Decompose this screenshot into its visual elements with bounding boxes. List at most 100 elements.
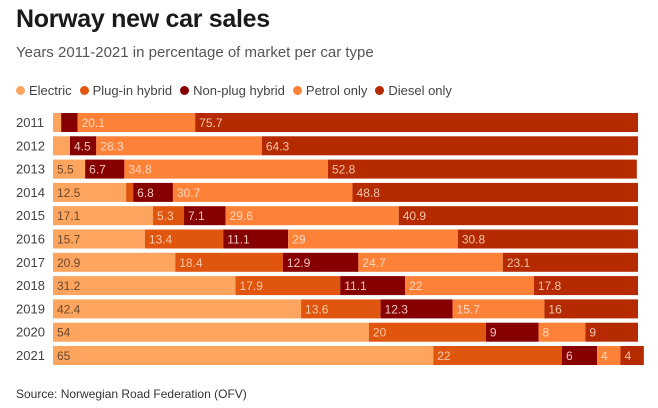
data-label: 15.7 — [457, 302, 481, 316]
year-label: 2017 — [16, 255, 45, 270]
bar-segment — [85, 159, 125, 179]
chart-source: Source: Norwegian Road Federation (OFV) — [16, 387, 247, 401]
bar-segment — [301, 299, 381, 319]
legend-dot-icon — [16, 86, 25, 95]
data-label: 64.3 — [266, 139, 290, 153]
data-label: 20.1 — [82, 116, 106, 130]
data-label: 6 — [566, 349, 573, 363]
bar-segment — [533, 276, 638, 296]
data-label: 52.8 — [332, 163, 356, 177]
bar-segment — [195, 113, 638, 132]
year-label: 2019 — [16, 301, 45, 316]
bar-segment — [53, 159, 86, 179]
data-label: 24.7 — [362, 256, 386, 270]
data-label: 40.9 — [403, 209, 427, 223]
legend-label: Diesel only — [388, 83, 452, 98]
bar-segment — [184, 206, 226, 226]
data-label: 31.2 — [57, 279, 81, 293]
data-label: 42.4 — [57, 302, 81, 316]
year-label: 2014 — [16, 185, 45, 200]
bar-segment — [352, 182, 638, 202]
bar-segment — [405, 276, 534, 296]
bar-segment — [538, 322, 586, 342]
data-label: 5.5 — [57, 163, 74, 177]
data-label: 7.1 — [188, 209, 205, 223]
data-label: 6.8 — [137, 186, 154, 200]
legend-label: Plug-in hybrid — [92, 83, 173, 98]
data-label: 30.7 — [177, 186, 201, 200]
bar-segment — [124, 159, 328, 179]
bar-segment — [288, 229, 458, 249]
data-label: 12.3 — [385, 302, 409, 316]
bar-segment — [53, 346, 434, 365]
data-label: 23.1 — [507, 256, 531, 270]
data-label: 54 — [57, 326, 71, 340]
data-label: 13.6 — [305, 302, 329, 316]
bar-segment — [327, 159, 637, 179]
data-label: 15.7 — [57, 233, 81, 247]
bar-segment — [597, 346, 621, 365]
legend-dot-icon — [180, 86, 190, 95]
bar-segment — [175, 252, 283, 272]
data-label: 34.8 — [128, 163, 152, 177]
data-label: 29.6 — [230, 209, 254, 223]
data-label: 17.9 — [240, 279, 264, 293]
data-label: 4 — [601, 349, 608, 363]
legend-item: Diesel only — [375, 83, 452, 98]
bar-segment — [133, 182, 173, 202]
bar-segment — [225, 206, 399, 226]
bar-segment — [561, 346, 598, 365]
legend-dot-icon — [292, 86, 302, 95]
year-label: 2016 — [16, 232, 45, 247]
bar-segment — [61, 113, 78, 132]
bar-segment — [144, 229, 224, 249]
bar-segment — [502, 252, 638, 272]
year-label: 2011 — [16, 115, 44, 130]
legend-label: Petrol only — [305, 83, 368, 98]
year-label: 2012 — [16, 138, 45, 153]
legend-dot-icon — [375, 86, 385, 95]
year-label: 2015 — [16, 208, 45, 223]
bar-segment — [433, 346, 562, 365]
bar-segment — [153, 206, 185, 226]
bar-segment — [368, 322, 486, 342]
data-label: 48.8 — [357, 186, 381, 200]
data-label: 16 — [548, 302, 562, 316]
bar-segment — [544, 299, 638, 319]
year-label: 2018 — [16, 278, 45, 293]
data-label: 20 — [373, 326, 387, 340]
data-label: 13.4 — [149, 233, 173, 247]
bar-segment — [235, 276, 341, 296]
bar-segment — [398, 206, 638, 226]
data-label: 5.3 — [157, 209, 174, 223]
legend: Electric Plug-in hybrid Non-plug hybrid Pet… — [16, 83, 452, 98]
data-label: 18.4 — [179, 256, 203, 270]
year-label: 2013 — [16, 162, 45, 177]
data-label: 65 — [57, 349, 71, 363]
data-label: 17.8 — [538, 279, 562, 293]
bar-segment — [340, 276, 406, 296]
bar-segment — [282, 252, 359, 272]
data-label: 29 — [292, 233, 306, 247]
data-label: 22 — [437, 349, 451, 363]
bar-segment — [53, 229, 145, 249]
data-label: 12.5 — [57, 186, 81, 200]
data-label: 75.7 — [199, 116, 223, 130]
bar-segment — [53, 299, 302, 319]
data-label: 4.5 — [74, 139, 91, 153]
bar-segment — [96, 136, 262, 156]
bar-segment — [620, 346, 644, 365]
bar-segment — [457, 229, 638, 249]
bar-segment — [485, 322, 539, 342]
bar-segment — [69, 136, 97, 156]
data-label: 4 — [624, 349, 631, 363]
bar-segment — [53, 252, 176, 272]
legend-dot-icon — [79, 86, 89, 95]
data-label: 22 — [409, 279, 423, 293]
bar-segment — [53, 136, 70, 156]
bar-segment — [53, 206, 154, 226]
year-label: 2020 — [16, 325, 45, 340]
bar-segment — [77, 113, 196, 132]
bar-segment — [261, 136, 638, 156]
